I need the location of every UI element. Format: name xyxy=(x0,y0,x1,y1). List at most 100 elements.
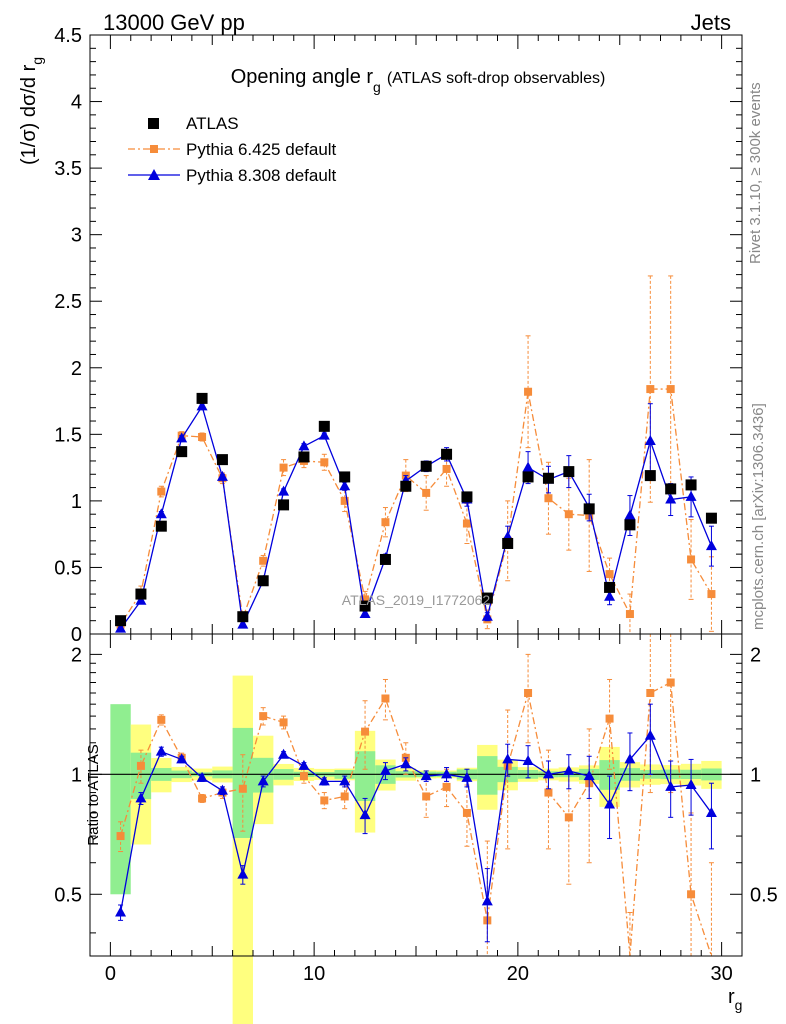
pythia6-ratio-point xyxy=(238,784,247,793)
y-tick-label: 4 xyxy=(71,92,82,114)
pythia8-ratio-point xyxy=(155,745,167,756)
pythia6-ratio-point xyxy=(340,792,349,801)
ratio-band-inner xyxy=(253,757,274,793)
atlas-point xyxy=(257,575,269,587)
chart-title-main: Opening angle r xyxy=(231,66,374,88)
atlas-point xyxy=(563,466,575,478)
pythia8-point xyxy=(685,490,697,501)
x-tick-label: 0 xyxy=(105,963,116,985)
pythia6-line xyxy=(120,388,712,626)
pythia8-ratio-point xyxy=(583,770,595,781)
pythia6-ratio-point xyxy=(666,678,675,687)
pythia8-point xyxy=(135,594,147,605)
atlas-point xyxy=(400,480,412,492)
pythia8-ratio-point xyxy=(216,784,228,795)
pythia8-point xyxy=(318,429,330,440)
pythia8-ratio-point xyxy=(237,868,249,879)
pythia8-point xyxy=(115,622,127,633)
pythia6-ratio-point xyxy=(605,714,614,723)
pythia8-ratio-point xyxy=(705,806,717,817)
pythia8-point xyxy=(216,470,228,481)
pythia8-point xyxy=(278,485,290,496)
legend-marker-atlas xyxy=(148,118,159,129)
pythia6-ratio-point xyxy=(320,796,329,805)
pythia6-ratio-point xyxy=(564,813,573,822)
pythia8-ratio-point xyxy=(318,775,330,786)
pythia8-ratio-point xyxy=(461,771,473,782)
pythia8-point xyxy=(155,508,167,519)
pythia8-ratio-point xyxy=(481,895,493,906)
pythia6-point xyxy=(320,458,329,467)
ratio-tick-label-right: 2 xyxy=(750,644,761,666)
pythia6-ratio-point xyxy=(442,782,451,791)
x-axis-label: rg xyxy=(728,986,742,1013)
header-left: 13000 GeV pp xyxy=(103,10,245,35)
pythia6-ratio-point xyxy=(687,890,696,899)
pythia8-ratio-point xyxy=(196,771,208,782)
pythia8-ratio-point xyxy=(115,906,127,917)
ratio-panel: 0.5 0.5 1 1 2 2 Ratio to ATLAS xyxy=(54,633,778,1024)
main-panel: 0 0.5 1 1.5 2 2.5 3 3.5 4 4.5 ATLAS_2019_I1772062… xyxy=(18,25,743,646)
ratio-frame xyxy=(89,633,743,957)
pythia6-ratio-line xyxy=(119,681,713,957)
atlas-point xyxy=(115,615,127,627)
pythia6-point xyxy=(462,519,471,528)
legend: ATLAS Pythia 6.425 default Pythia 8.308 … xyxy=(128,114,337,185)
legend-marker-pythia6 xyxy=(150,145,158,153)
header-right: Jets xyxy=(691,10,731,35)
legend-label-pythia8: Pythia 8.308 default xyxy=(186,166,337,185)
atlas-point xyxy=(665,483,677,495)
y-tick-label: 4.5 xyxy=(54,25,82,47)
pythia8-ratio-point xyxy=(441,768,453,779)
ratio-tick-label-right: 0.5 xyxy=(750,884,778,906)
ratio-axis-label: Ratio to ATLAS xyxy=(85,744,102,845)
pythia8-ratio-line xyxy=(119,734,712,913)
pythia6-point xyxy=(544,494,553,503)
pythia6-point xyxy=(666,385,675,394)
pythia8-point xyxy=(705,540,717,551)
atlas-point xyxy=(318,420,330,432)
y-tick-label: 3.5 xyxy=(54,158,82,180)
pythia6-ratio-point xyxy=(198,794,207,803)
pythia6-point xyxy=(707,590,716,599)
pythia6-ratio-point xyxy=(422,792,431,801)
pythia8-ratio-point xyxy=(400,758,412,769)
pythia6-point xyxy=(198,432,207,441)
atlas-point xyxy=(339,471,351,483)
pythia6-ratio-point xyxy=(279,718,288,727)
pythia6-ratio-point xyxy=(157,715,166,724)
atlas-point xyxy=(542,472,554,484)
atlas-point xyxy=(420,460,432,472)
pythia6-point xyxy=(381,518,390,527)
pythia8-ratio-point xyxy=(339,775,351,786)
pythia8-point xyxy=(237,618,249,629)
x-axis-label-main: r xyxy=(728,986,735,1008)
pythia8-ratio-point xyxy=(379,764,391,775)
pythia8-ratio-point xyxy=(624,753,636,764)
pythia6-point xyxy=(687,555,696,564)
pythia6-ratio-point xyxy=(299,772,308,781)
chart-title-note: (ATLAS soft-drop observables) xyxy=(387,70,605,87)
pythia8-point xyxy=(644,434,656,445)
pythia8-ratio-point xyxy=(665,780,677,791)
pythia6-ratio-point xyxy=(544,788,553,797)
pythia6-point xyxy=(279,463,288,472)
pythia6-point xyxy=(422,488,431,497)
atlas-point xyxy=(237,611,249,623)
pythia8-point xyxy=(624,509,636,520)
pythia8-point xyxy=(481,610,493,621)
pythia6-point xyxy=(361,595,370,604)
ratio-band-inner xyxy=(232,727,253,838)
pythia6-point xyxy=(340,496,349,505)
pythia8-ratio-point xyxy=(542,768,554,779)
pythia6-ratio-point xyxy=(524,688,533,697)
pythia8-ratio-point xyxy=(522,755,534,766)
atlas-point xyxy=(298,451,310,463)
svg-text:(1/σ) dσ/d rg: (1/σ) dσ/d rg xyxy=(18,57,45,165)
atlas-point xyxy=(624,519,636,531)
atlas-point xyxy=(644,470,656,482)
atlas-point xyxy=(379,553,391,565)
pythia8-point xyxy=(604,590,616,601)
legend-marker-pythia8 xyxy=(148,169,160,180)
pythia6-point xyxy=(442,464,451,473)
